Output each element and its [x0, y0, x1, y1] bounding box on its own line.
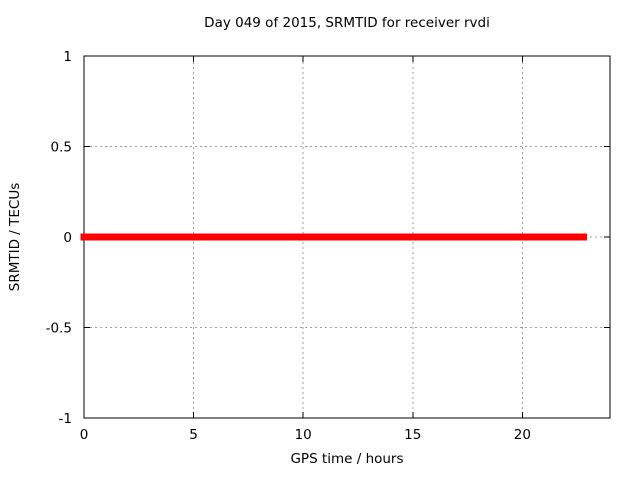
y-tick-label: 1 — [63, 49, 72, 65]
x-tick-label: 20 — [514, 427, 531, 443]
y-tick-label: 0.5 — [51, 140, 72, 156]
chart-title: Day 049 of 2015, SRMTID for receiver rvd… — [204, 15, 490, 31]
y-tick-label: -1 — [59, 411, 72, 427]
x-tick-label: 15 — [404, 427, 421, 443]
x-tick-label: 5 — [189, 427, 198, 443]
x-tick-label: 10 — [295, 427, 312, 443]
y-tick-label: -0.5 — [46, 321, 72, 337]
x-axis-label: GPS time / hours — [290, 451, 404, 467]
x-tick-label: 0 — [80, 427, 89, 443]
y-tick-label: 0 — [63, 230, 72, 246]
